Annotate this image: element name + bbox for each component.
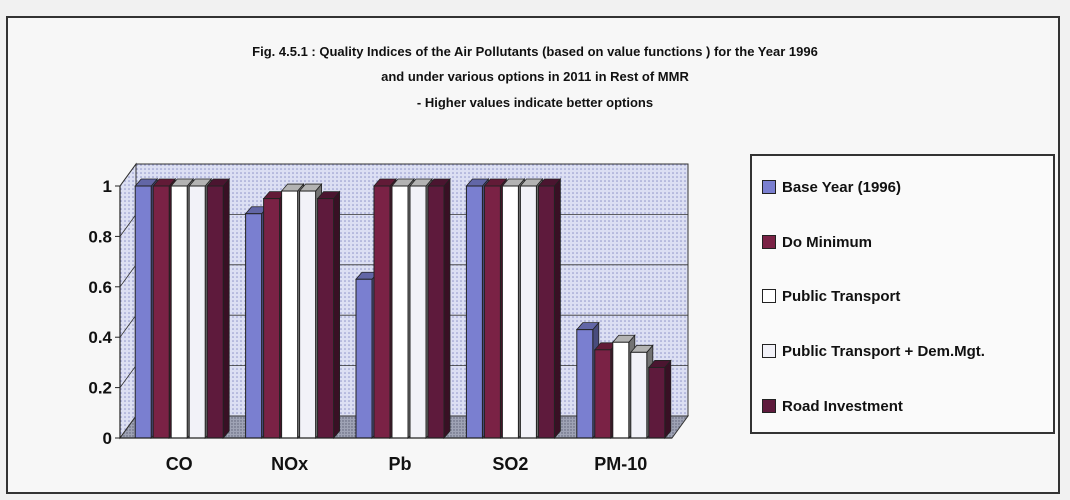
bar-side	[443, 177, 451, 440]
y-tick-label: 0	[103, 429, 112, 448]
x-tick-label: PM-10	[594, 454, 647, 474]
bar	[245, 213, 263, 439]
y-tick-label: 0.6	[88, 278, 112, 297]
bar	[576, 329, 594, 439]
bar	[299, 190, 317, 439]
x-tick-label: Pb	[388, 454, 411, 474]
bar-side	[664, 359, 672, 440]
bar	[501, 185, 519, 439]
x-tick-label: CO	[166, 454, 193, 474]
legend-swatch-public-transport-dem-mgt	[762, 344, 776, 358]
chart-title-line-2: and under various options in 2011 in Res…	[381, 69, 689, 84]
bar	[427, 185, 445, 439]
bar	[355, 278, 373, 439]
bar	[465, 185, 483, 439]
bar	[206, 185, 224, 439]
y-tick-label: 0.8	[88, 227, 112, 246]
legend-item-road-investment: Road Investment	[762, 395, 903, 417]
bar	[281, 190, 299, 439]
bar	[152, 185, 170, 439]
bar	[519, 185, 537, 439]
bar-side	[333, 190, 341, 440]
bar	[373, 185, 391, 439]
legend-label-public-transport: Public Transport	[782, 287, 901, 305]
bar	[391, 185, 409, 439]
bar	[317, 198, 335, 439]
bar	[630, 351, 648, 439]
bar	[594, 349, 612, 439]
bar	[612, 341, 630, 439]
chart-title-line-3: - Higher values indicate better options	[416, 95, 654, 110]
bar	[134, 185, 152, 439]
x-tick-label: SO2	[492, 454, 528, 474]
side-wall	[119, 162, 137, 440]
y-tick-label: 1	[103, 177, 112, 196]
legend-item-do-minimum: Do Minimum	[762, 231, 872, 253]
bar-side	[554, 177, 561, 440]
chart-title-line-1: Fig. 4.5.1 : Quality Indices of the Air …	[252, 44, 818, 59]
legend-label-public-transport-dem-mgt: Public Transport + Dem.Mgt.	[782, 342, 985, 360]
legend-swatch-do-minimum	[762, 235, 776, 249]
y-tick-label: 0.4	[88, 328, 112, 347]
legend-swatch-public-transport	[762, 289, 776, 303]
legend: Base Year (1996) Do Minimum Public Trans…	[750, 154, 1055, 434]
bar	[483, 185, 501, 439]
bar	[170, 185, 188, 439]
bar	[188, 185, 206, 439]
bar	[409, 185, 427, 439]
legend-swatch-road-investment	[762, 399, 776, 413]
bar-side	[222, 177, 230, 440]
y-tick-label: 0.2	[88, 379, 112, 398]
legend-item-base-year: Base Year (1996)	[762, 176, 901, 198]
legend-swatch-base-year	[762, 180, 776, 194]
gridline	[119, 163, 688, 187]
legend-item-public-transport-dem-mgt: Public Transport + Dem.Mgt.	[762, 340, 985, 362]
bar	[648, 366, 666, 439]
legend-label-base-year: Base Year (1996)	[782, 178, 901, 196]
bar	[537, 185, 555, 439]
legend-label-road-investment: Road Investment	[782, 397, 903, 415]
legend-item-public-transport: Public Transport	[762, 285, 900, 307]
x-tick-label: NOx	[271, 454, 308, 474]
bar	[263, 198, 281, 439]
legend-label-do-minimum: Do Minimum	[782, 233, 872, 251]
